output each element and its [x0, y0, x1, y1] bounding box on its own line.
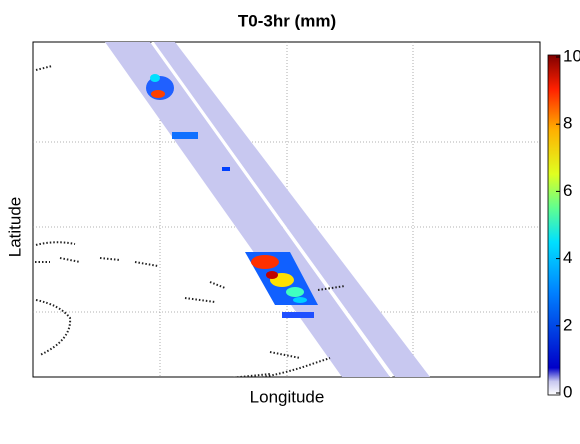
colorbar-tick-label: 2 [563, 315, 572, 334]
swath [153, 42, 430, 377]
rain-cells [146, 74, 318, 318]
y-axis-label: Latitude [5, 197, 24, 258]
map-layer [35, 42, 430, 377]
coastline [35, 65, 346, 377]
colorbar [547, 54, 561, 396]
x-axis-label: Longitude [250, 387, 325, 406]
swath [105, 42, 390, 377]
colorbar-tick-label: 4 [563, 248, 572, 267]
swath-gap [150, 42, 394, 377]
colorbar-tick-label: 0 [563, 382, 572, 401]
colorbar-tick-label: 6 [563, 181, 572, 200]
colorbar-tick-label: 8 [563, 114, 572, 133]
chart-title: T0-3hr (mm) [238, 11, 336, 30]
colorbar-tick-label: 10 [563, 46, 580, 65]
grid [33, 42, 540, 377]
